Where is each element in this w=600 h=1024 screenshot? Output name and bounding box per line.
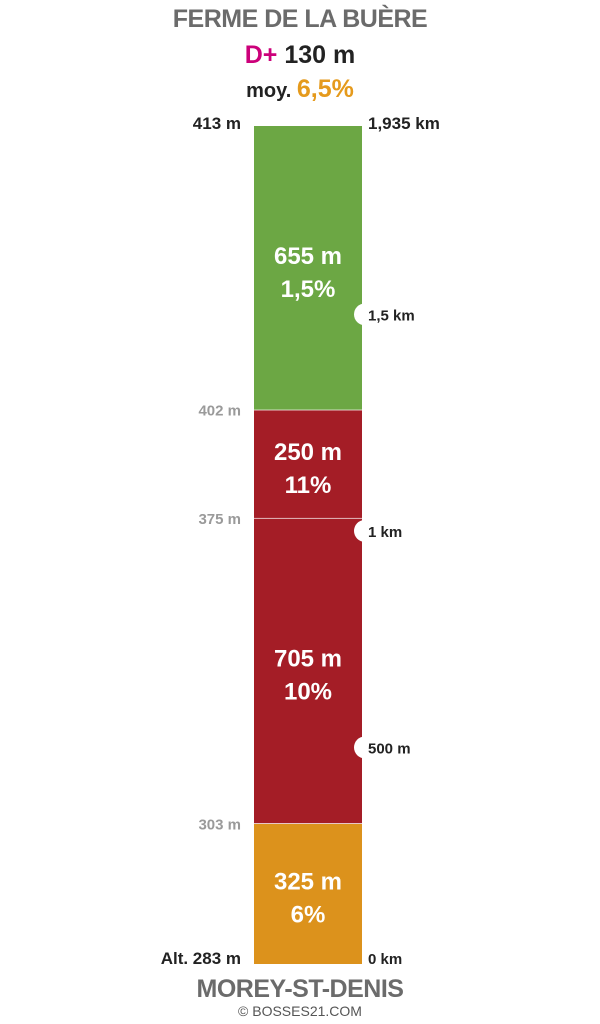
bottom-altitude-label: Alt. 283 m <box>161 949 241 968</box>
segment-bar-4 <box>254 126 362 410</box>
elevation-gain: D+ 130 m <box>0 41 600 70</box>
km-marker-notch <box>354 736 376 759</box>
segment-bar-2 <box>254 517 362 824</box>
segments-group <box>254 126 362 964</box>
km-marker-notch <box>354 519 376 542</box>
copyright: © BOSSES21.COM <box>238 1003 362 1019</box>
top-altitude-label: 413 m <box>193 114 241 133</box>
altitude-label: 303 m <box>198 816 241 833</box>
elevation-gain-value: 130 m <box>284 41 356 69</box>
elevation-gain-label: D+ <box>244 41 278 69</box>
altitude-label: 402 m <box>198 403 241 420</box>
segment-bar-3 <box>254 409 362 518</box>
km-marker-notch <box>354 303 376 326</box>
km-marker-label: 1 km <box>368 524 402 541</box>
labels-group: 325 m 6% 303 m 705 m 10% 375 m 250 m 11% 402 m 65… <box>161 114 440 968</box>
average-gradient: moy. 6,5% <box>0 75 600 104</box>
average-gradient-label: moy. <box>246 80 292 102</box>
start-location: MOREY-ST-DENIS <box>196 975 404 1003</box>
start-distance-label: 0 km <box>368 951 402 968</box>
segment-length-label: 655 m <box>274 243 342 270</box>
segment-length-label: 705 m <box>274 646 342 673</box>
segment-gradient-label: 6% <box>291 902 326 929</box>
km-markers-group <box>354 303 376 759</box>
segment-gradient-label: 10% <box>284 679 332 706</box>
segment-length-label: 325 m <box>274 869 342 896</box>
segment-bar-1 <box>254 823 362 964</box>
segment-length-label: 250 m <box>274 439 342 466</box>
climb-title: FERME DE LA BUÈRE <box>172 5 428 33</box>
segment-gradient-label: 11% <box>285 472 332 499</box>
segment-gradient-label: 1,5% <box>281 276 336 303</box>
altitude-label: 375 m <box>198 511 241 528</box>
km-marker-label: 500 m <box>368 740 411 757</box>
total-distance-label: 1,935 km <box>368 114 440 133</box>
km-marker-label: 1,5 km <box>368 307 415 324</box>
average-gradient-value: 6,5% <box>296 75 354 103</box>
